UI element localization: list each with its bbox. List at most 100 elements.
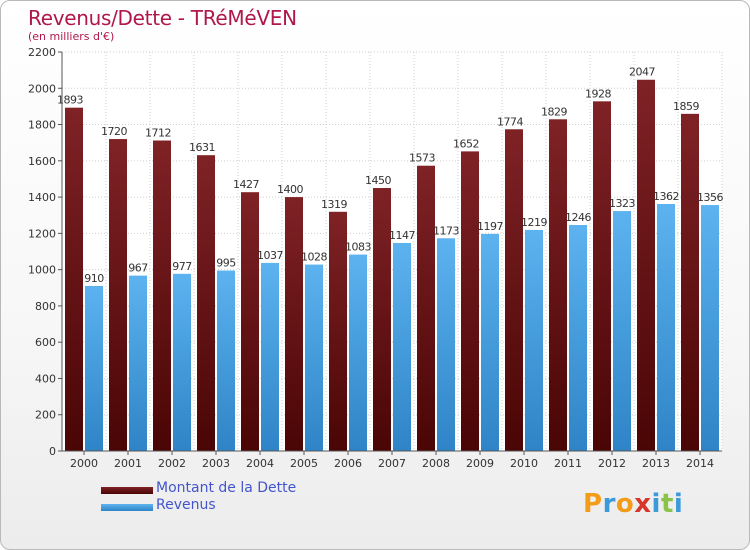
legend-label-revenue: Revenus bbox=[156, 497, 216, 513]
proxiti-logo: Proxiti bbox=[583, 489, 683, 519]
bar-revenue bbox=[701, 205, 719, 451]
logo-letter: i bbox=[673, 489, 684, 519]
bar-revenue bbox=[349, 254, 367, 451]
bar-revenue bbox=[393, 242, 411, 451]
logo-letter: x bbox=[634, 489, 652, 519]
bar-debt bbox=[681, 113, 699, 451]
data-label-debt: 1573 bbox=[409, 152, 435, 165]
data-label-debt: 1829 bbox=[541, 105, 567, 118]
bar-revenue bbox=[129, 275, 147, 451]
bar-revenue bbox=[85, 285, 103, 451]
x-tick-label: 2013 bbox=[642, 457, 670, 470]
chart-title: Revenus/Dette - TRéMéVEN bbox=[28, 6, 297, 30]
data-label-revenue: 1037 bbox=[257, 249, 283, 262]
bars-layer bbox=[65, 79, 719, 452]
y-tick-label: 1000 bbox=[28, 264, 56, 277]
bar-debt bbox=[109, 139, 127, 451]
plot-area bbox=[62, 52, 722, 451]
x-tick-label: 2005 bbox=[290, 457, 318, 470]
y-tick-label: 1800 bbox=[28, 119, 56, 132]
data-label-debt: 1712 bbox=[145, 127, 171, 140]
logo-letter: r bbox=[602, 489, 616, 519]
data-label-revenue: 1028 bbox=[301, 251, 327, 264]
x-tick-label: 2007 bbox=[378, 457, 406, 470]
data-label-debt: 1427 bbox=[233, 178, 259, 191]
x-tick-label: 2002 bbox=[158, 457, 186, 470]
y-tick-label: 2200 bbox=[28, 46, 56, 59]
data-label-debt: 1859 bbox=[673, 100, 699, 113]
x-tick-label: 2008 bbox=[422, 457, 450, 470]
y-tick-label: 600 bbox=[35, 336, 56, 349]
bar-revenue bbox=[569, 225, 587, 451]
bar-revenue bbox=[481, 233, 499, 451]
bar-debt bbox=[417, 165, 435, 451]
x-tick-label: 2001 bbox=[114, 457, 142, 470]
data-label-revenue: 1246 bbox=[565, 211, 591, 224]
bar-debt bbox=[65, 107, 83, 451]
y-tick-label: 400 bbox=[35, 372, 56, 385]
data-label-debt: 1400 bbox=[277, 183, 303, 196]
bar-revenue bbox=[525, 229, 543, 451]
data-label-revenue: 967 bbox=[128, 262, 148, 275]
labels-layer: 1893 910 1720 967 1712 977 1631 995 1427 1037 1400… bbox=[57, 66, 724, 285]
bar-revenue bbox=[305, 264, 323, 451]
bar-debt bbox=[593, 101, 611, 452]
data-label-revenue: 995 bbox=[216, 257, 236, 270]
data-label-revenue: 910 bbox=[84, 272, 104, 285]
data-label-revenue: 1219 bbox=[521, 216, 547, 229]
bar-revenue bbox=[261, 262, 279, 451]
bar-debt bbox=[329, 211, 347, 451]
x-tick-label: 2009 bbox=[466, 457, 494, 470]
data-label-revenue: 1083 bbox=[345, 241, 371, 254]
x-tick-label: 2006 bbox=[334, 457, 362, 470]
x-tick-label: 2004 bbox=[246, 457, 274, 470]
bar-debt bbox=[285, 197, 303, 451]
bar-revenue bbox=[657, 203, 675, 451]
bar-revenue bbox=[173, 273, 191, 451]
data-label-debt: 1720 bbox=[101, 125, 127, 138]
logo-letter: P bbox=[583, 489, 603, 519]
logo-letter: i bbox=[651, 489, 661, 519]
y-tick-label: 1400 bbox=[28, 191, 56, 204]
legend-label-debt: Montant de la Dette bbox=[156, 480, 297, 496]
legend-swatch-debt bbox=[101, 487, 153, 494]
grid-layer bbox=[61, 51, 723, 452]
bar-debt bbox=[241, 192, 259, 451]
data-label-debt: 1928 bbox=[585, 87, 611, 100]
x-tick-label: 2014 bbox=[686, 457, 714, 470]
bar-revenue bbox=[437, 238, 455, 451]
bar-debt bbox=[373, 188, 391, 452]
data-label-revenue: 1147 bbox=[389, 229, 415, 242]
chart-subtitle: (en milliers d'€) bbox=[28, 30, 115, 43]
axis-layer: 0 200 400 600 800 1000 1200 1400 1600 1800 2000 220… bbox=[28, 46, 722, 470]
x-tick-label: 2012 bbox=[598, 457, 626, 470]
legend-swatch-revenue bbox=[101, 504, 153, 511]
y-tick-label: 0 bbox=[49, 445, 56, 458]
bar-debt bbox=[549, 119, 567, 451]
y-tick-label: 1600 bbox=[28, 155, 56, 168]
data-label-debt: 1652 bbox=[453, 137, 479, 150]
bar-debt bbox=[197, 155, 215, 451]
y-tick-label: 200 bbox=[35, 409, 56, 422]
logo-letter: t bbox=[660, 489, 674, 519]
x-tick-label: 2000 bbox=[70, 457, 98, 470]
bar-debt bbox=[637, 79, 655, 452]
bar-debt bbox=[461, 151, 479, 451]
logo-letter: o bbox=[615, 489, 635, 519]
x-tick-label: 2003 bbox=[202, 457, 230, 470]
data-label-debt: 1450 bbox=[365, 174, 391, 187]
data-label-revenue: 1173 bbox=[433, 224, 459, 237]
data-label-revenue: 977 bbox=[172, 260, 192, 273]
y-tick-label: 1200 bbox=[28, 227, 56, 240]
data-label-debt: 1319 bbox=[321, 198, 347, 211]
data-label-revenue: 1323 bbox=[609, 197, 635, 210]
bar-revenue bbox=[613, 211, 631, 451]
bar-debt bbox=[505, 129, 523, 451]
data-label-debt: 1893 bbox=[57, 94, 83, 107]
bar-revenue bbox=[217, 270, 235, 451]
data-label-revenue: 1356 bbox=[697, 191, 723, 204]
x-tick-label: 2011 bbox=[554, 457, 582, 470]
y-tick-label: 2000 bbox=[28, 82, 56, 95]
